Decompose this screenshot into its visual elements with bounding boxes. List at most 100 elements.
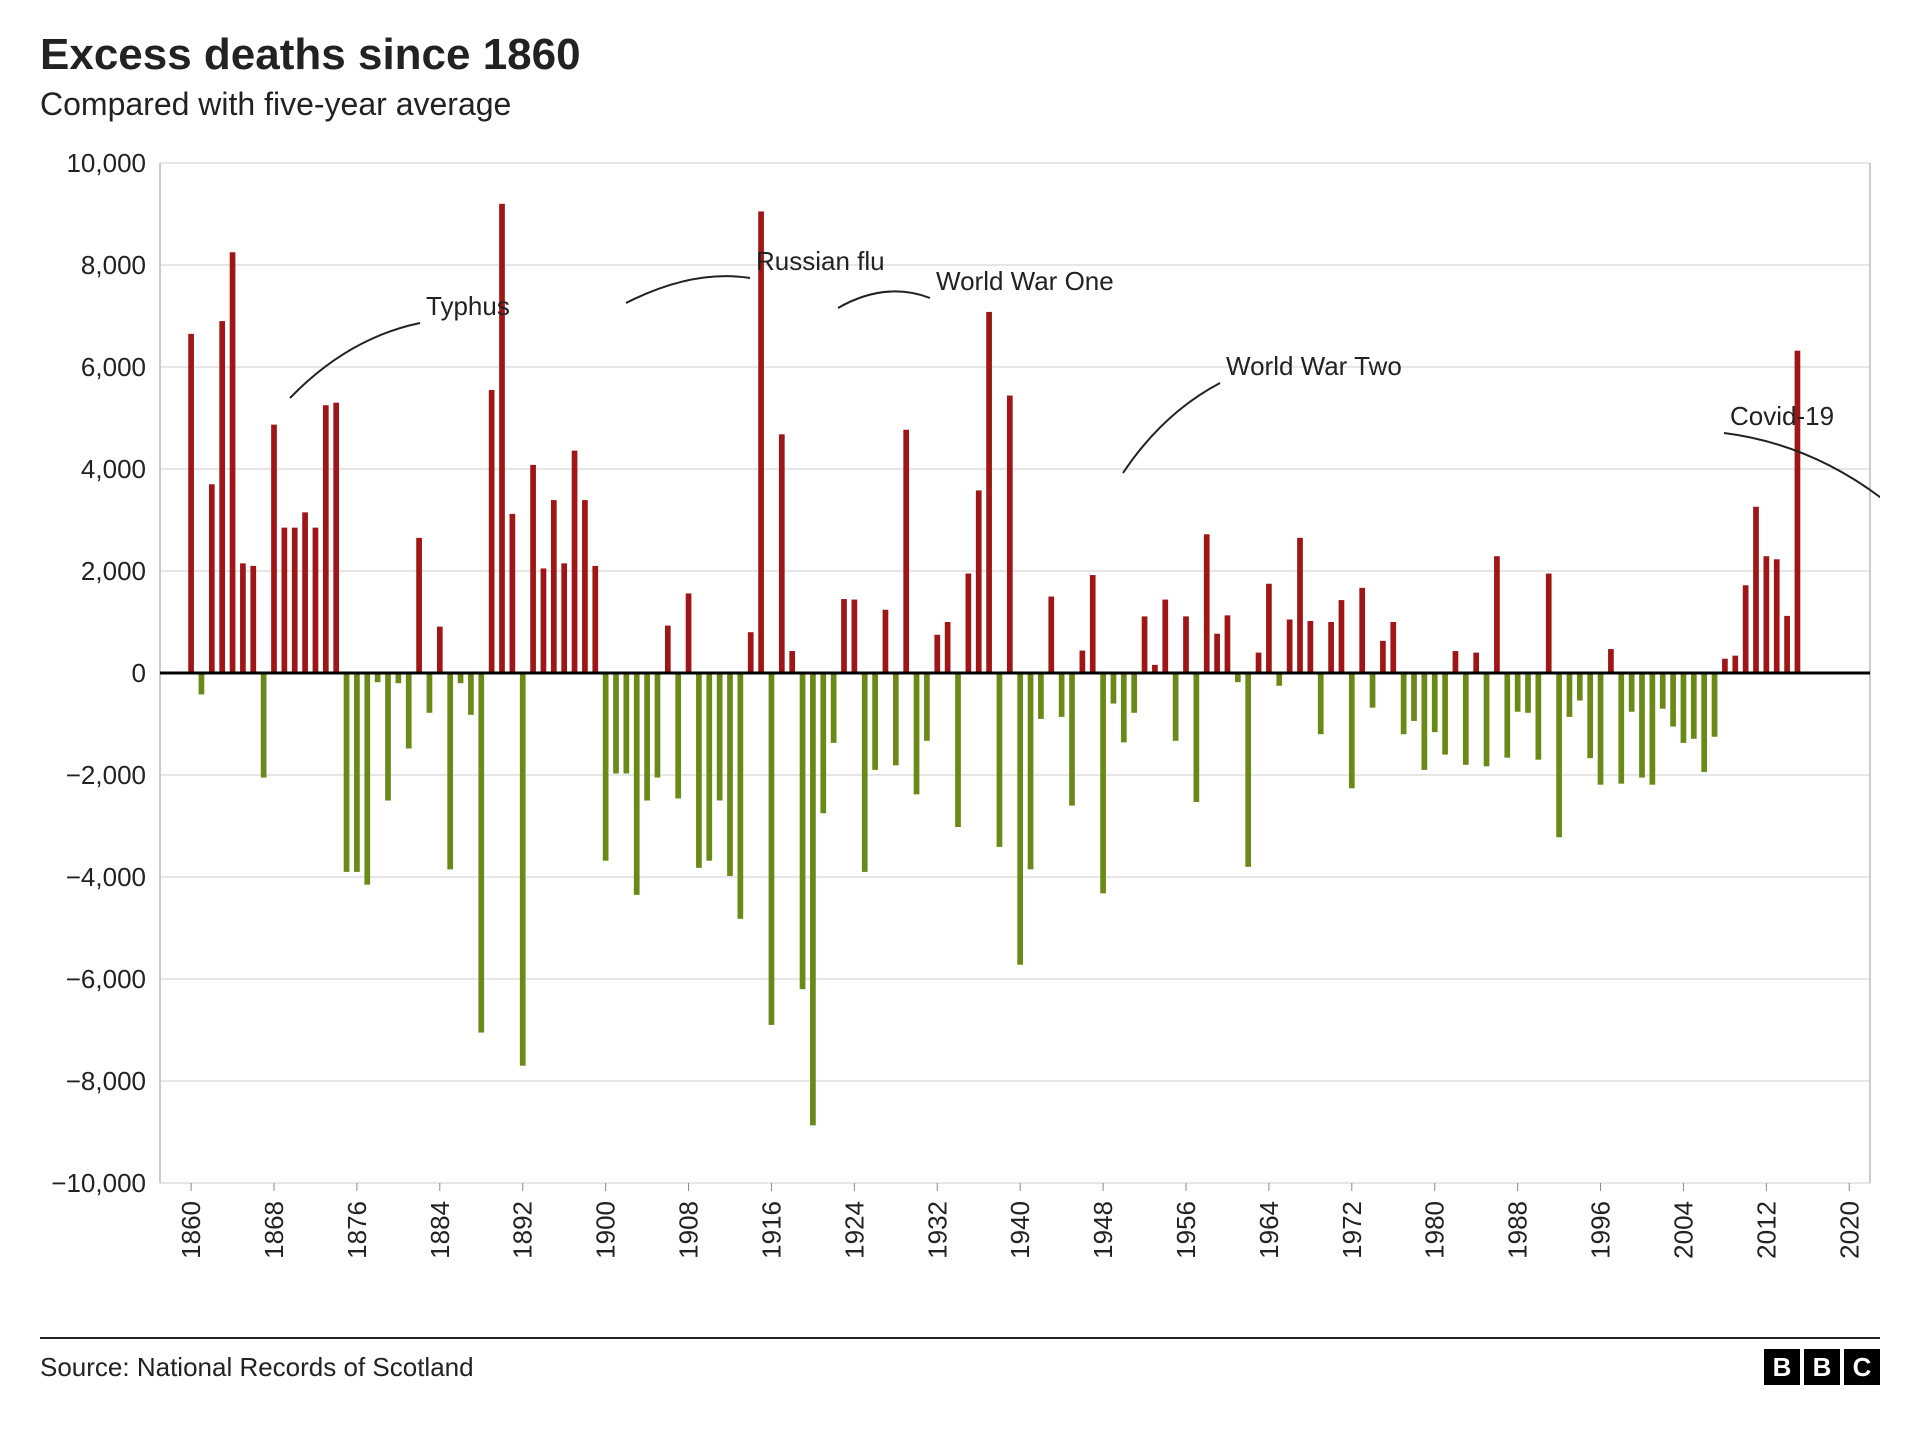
x-tick-label: 1884	[425, 1201, 455, 1259]
bar	[893, 673, 899, 765]
bar	[1473, 653, 1479, 673]
bar	[1183, 616, 1189, 673]
bar	[665, 626, 671, 673]
bar	[1515, 673, 1521, 712]
bar	[1546, 574, 1552, 673]
bar	[1194, 673, 1200, 802]
bar	[499, 204, 505, 673]
bar	[282, 528, 288, 673]
bar	[1225, 615, 1231, 673]
bar	[738, 673, 744, 919]
bar	[1390, 622, 1396, 673]
bar	[1453, 651, 1459, 673]
bar	[976, 490, 982, 673]
bar	[1629, 673, 1635, 712]
bar	[385, 673, 391, 801]
bar	[1660, 673, 1666, 709]
x-tick-label: 1940	[1005, 1201, 1035, 1259]
y-tick-label: −2,000	[66, 760, 146, 790]
bar	[1069, 673, 1075, 806]
bar	[1245, 673, 1251, 867]
bar	[1753, 507, 1759, 673]
bar	[1722, 659, 1728, 673]
bar	[520, 673, 526, 1066]
annotation-label: Typhus	[426, 291, 510, 321]
bar	[271, 425, 277, 673]
bar	[1080, 651, 1086, 673]
bar	[1608, 649, 1614, 673]
y-tick-label: 2,000	[81, 556, 146, 586]
bar	[199, 673, 205, 694]
y-tick-label: 4,000	[81, 454, 146, 484]
x-tick-label: 1988	[1503, 1201, 1533, 1259]
x-tick-label: 1964	[1254, 1201, 1284, 1259]
bar	[1411, 673, 1417, 721]
bar	[686, 593, 692, 673]
bar	[333, 403, 339, 673]
x-tick-label: 1876	[342, 1201, 372, 1259]
bar	[313, 528, 319, 673]
bar	[603, 673, 609, 861]
x-tick-label: 1972	[1337, 1201, 1367, 1259]
bar	[914, 673, 920, 794]
bar	[852, 600, 858, 673]
bar	[966, 574, 972, 673]
bar	[530, 465, 536, 673]
bar	[406, 673, 412, 748]
bar	[1536, 673, 1542, 760]
bar	[1743, 585, 1749, 673]
annotation-label: World War Two	[1226, 351, 1402, 381]
bar	[541, 568, 547, 673]
annotation-pointer	[290, 323, 420, 398]
bar	[344, 673, 350, 872]
y-tick-label: 0	[132, 658, 146, 688]
x-tick-label: 1860	[176, 1201, 206, 1259]
chart-subtitle: Compared with five-year average	[40, 86, 1880, 123]
bar	[1380, 641, 1386, 673]
bar	[1463, 673, 1469, 765]
annotation-label: Russian flu	[756, 246, 885, 276]
annotation-pointer	[1123, 383, 1220, 473]
source-text: Source: National Records of Scotland	[40, 1352, 474, 1383]
excess-deaths-bar-chart: −10,000−8,000−6,000−4,000−2,00002,0004,0…	[40, 143, 1880, 1323]
bar	[1214, 634, 1220, 673]
bar	[1764, 556, 1770, 673]
bar	[1587, 673, 1593, 758]
annotation-pointer	[1724, 433, 1880, 513]
bar	[1266, 584, 1272, 673]
x-tick-label: 2012	[1751, 1201, 1781, 1259]
bar	[800, 673, 806, 989]
bar	[1484, 673, 1490, 766]
bar	[820, 673, 826, 813]
bar	[1204, 534, 1210, 673]
bar	[1494, 556, 1500, 673]
bar	[1287, 619, 1293, 673]
bar	[748, 632, 754, 673]
bar	[872, 673, 878, 770]
bar	[955, 673, 961, 827]
bar	[209, 484, 215, 673]
bar	[1774, 559, 1780, 673]
bar	[862, 673, 868, 872]
annotation-label: Covid-19	[1730, 401, 1834, 431]
bar	[261, 673, 267, 778]
bar	[292, 528, 298, 673]
bar	[1048, 597, 1054, 674]
y-tick-label: −10,000	[51, 1168, 146, 1198]
bar	[624, 673, 630, 773]
x-tick-label: 1916	[756, 1201, 786, 1259]
bbc-logo-letter: B	[1764, 1349, 1800, 1385]
bar	[1111, 673, 1117, 704]
bar	[582, 500, 588, 673]
bar	[1370, 673, 1376, 708]
x-tick-label: 1924	[839, 1201, 869, 1259]
bar	[1121, 673, 1127, 742]
bar	[706, 673, 712, 861]
annotation-label: World War One	[936, 266, 1114, 296]
bar	[427, 673, 433, 713]
bar	[613, 673, 619, 773]
y-tick-label: −4,000	[66, 862, 146, 892]
bar	[675, 673, 681, 798]
bar	[1556, 673, 1562, 837]
bar	[986, 312, 992, 673]
